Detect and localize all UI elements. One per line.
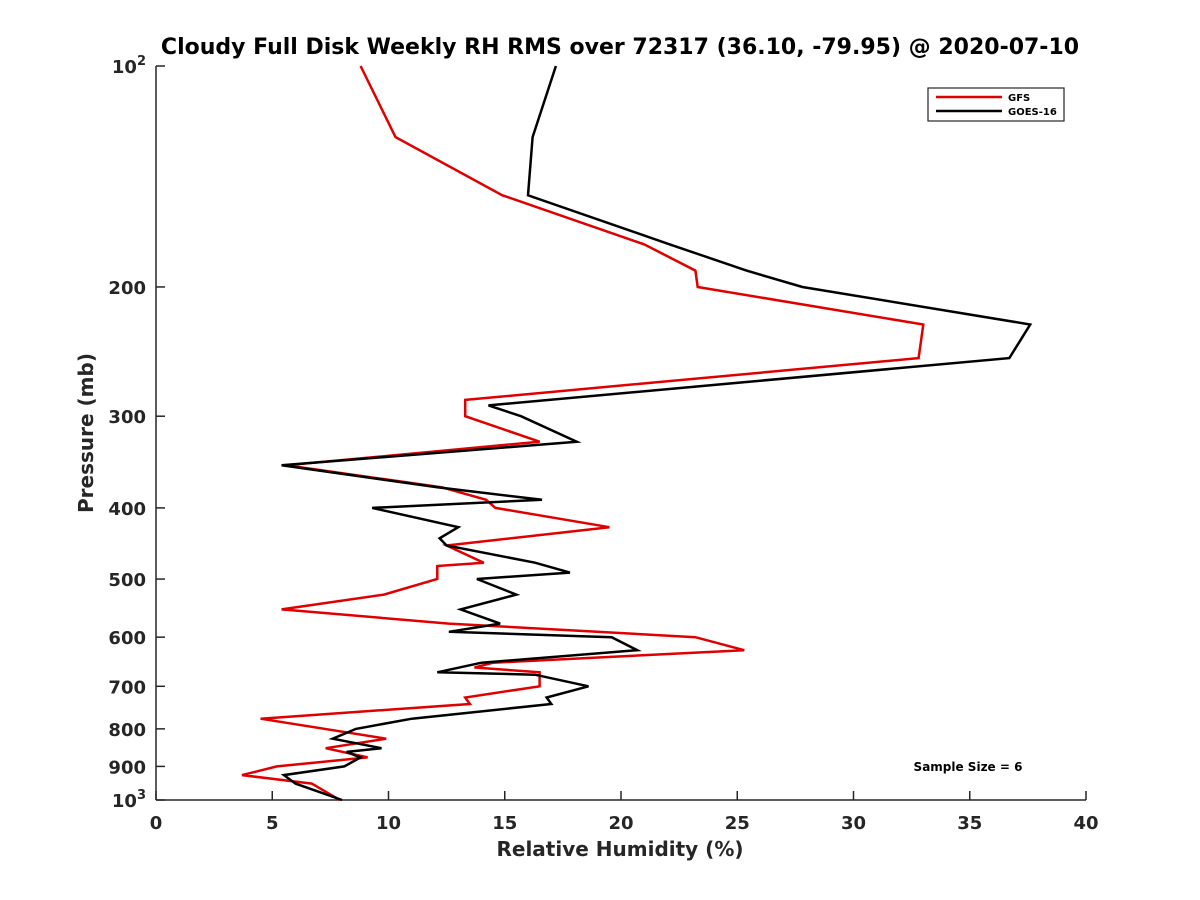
x-tick-label: 20	[608, 813, 633, 834]
x-tick-label: 5	[266, 813, 279, 834]
y-tick-label: 800	[108, 720, 146, 741]
y-axis-label: Pressure (mb)	[74, 353, 98, 513]
y-tick-label: 700	[108, 677, 146, 698]
y-tick-label: 500	[108, 570, 146, 591]
y-tick-base: 10	[112, 57, 137, 78]
legend-label: GOES-16	[1008, 107, 1057, 118]
x-tick-label: 10	[376, 813, 401, 834]
x-tick-label: 35	[957, 813, 982, 834]
y-tick-base: 10	[112, 791, 137, 812]
legend: GFS GOES-16	[927, 87, 1065, 122]
y-tick-label: 900	[108, 757, 146, 778]
x-tick-label: 0	[150, 813, 163, 834]
x-axis-label: Relative Humidity (%)	[496, 837, 743, 861]
y-tick-label: 400	[108, 499, 146, 520]
y-tick-label: 102	[112, 54, 146, 78]
x-tick-label: 40	[1073, 813, 1098, 834]
y-tick-label: 300	[108, 407, 146, 428]
plot-area: 0 5 10 15 20 25 30 35 40102200300400500600700800…	[108, 54, 1098, 834]
sample-size-annotation: Sample Size = 6	[914, 760, 1023, 774]
y-tick-label: 600	[108, 628, 146, 649]
x-tick-label: 30	[841, 813, 866, 834]
y-tick-label: 200	[108, 278, 146, 299]
series-line-gfs	[241, 65, 925, 802]
chart-title: Cloudy Full Disk Weekly RH RMS over 7231…	[161, 35, 1079, 60]
series-line-goes-16	[280, 65, 1033, 802]
y-tick-exponent: 3	[137, 788, 146, 803]
legend-label: GFS	[1008, 93, 1030, 104]
x-tick-label: 15	[492, 813, 517, 834]
x-tick-label: 25	[725, 813, 750, 834]
legend-box	[927, 87, 1065, 122]
y-tick-exponent: 2	[137, 54, 146, 69]
y-tick-label: 103	[112, 788, 146, 812]
